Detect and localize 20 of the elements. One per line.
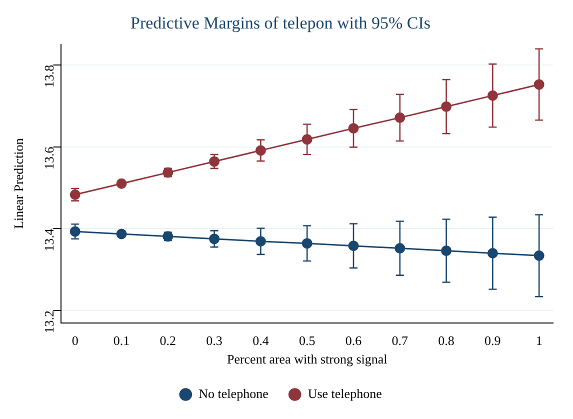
x-tick-label: 0.7	[392, 333, 409, 348]
x-tick-label: 0.3	[206, 333, 222, 348]
y-axis-title: Linear Prediction	[11, 138, 26, 229]
x-tick-label: 0.1	[113, 333, 130, 348]
x-tick-label: 0.5	[298, 333, 316, 348]
y-tick-label: 13.2	[42, 310, 57, 334]
x-tick-label: 0.6	[345, 333, 362, 348]
y-tick-label: 13.8	[42, 64, 57, 88]
x-tick-label: 0.2	[160, 333, 176, 348]
x-axis-title: Percent area with strong signal	[226, 352, 388, 367]
x-tick-label: 1	[536, 333, 542, 348]
legend-label: Use telephone	[308, 386, 382, 401]
x-tick-label: 0.8	[438, 333, 454, 348]
y-tick-label: 13.4	[42, 228, 57, 252]
chart-title: Predictive Margins of telepon with 95% CIs	[130, 14, 430, 33]
x-tick-label: 0	[72, 333, 78, 348]
x-tick-label: 0.4	[252, 333, 270, 348]
y-tick-label: 13.6	[42, 146, 57, 170]
legend-label: No telephone	[198, 386, 269, 401]
x-tick-label: 0.9	[484, 333, 501, 348]
